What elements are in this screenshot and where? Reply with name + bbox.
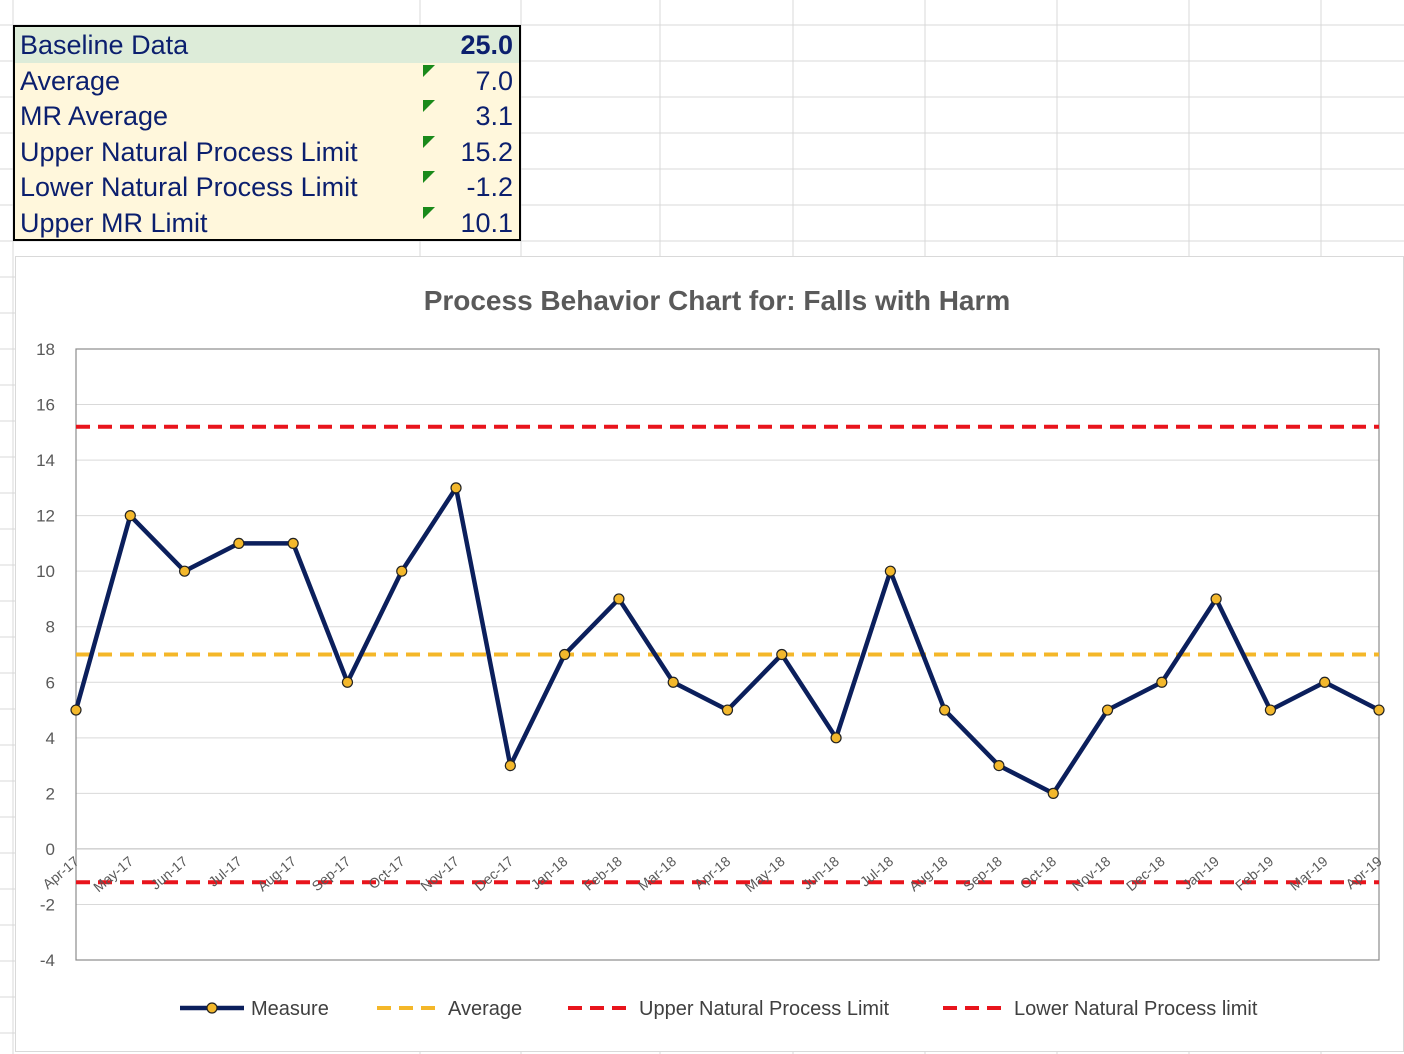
legend-label: Lower Natural Process limit [1014, 998, 1258, 1020]
measure-line [73, 485, 1381, 796]
y-tick-label: 16 [36, 396, 55, 415]
measure-point [504, 759, 516, 772]
measure-point [1319, 676, 1331, 688]
chart-area [15, 256, 1404, 1052]
summary-label: MR Average [20, 101, 169, 132]
measure-point [939, 704, 951, 716]
x-tick-label: Jan-18 [527, 853, 570, 893]
x-tick-label: Oct-17 [365, 853, 408, 892]
summary-label: Upper MR Limit [20, 208, 208, 238]
measure-point [1156, 676, 1168, 688]
summary-row: Baseline Data 25.0 [15, 27, 519, 63]
summary-label: Upper Natural Process Limit [20, 136, 358, 167]
x-tick-label: Mar-19 [1286, 853, 1330, 894]
measure-point [450, 482, 462, 494]
measure-point [993, 759, 1005, 772]
x-tick-label: Dec-17 [471, 853, 516, 894]
measure-point [341, 676, 354, 688]
legend-label: Measure [251, 998, 329, 1020]
y-tick-label: 14 [36, 451, 55, 470]
summary-row: MR Average 3.1 [15, 98, 519, 134]
summary-value: -1.2 [466, 172, 513, 203]
x-tick-label: Mar-18 [635, 853, 679, 894]
measure-point [721, 704, 734, 716]
legend-item: Measure [180, 998, 329, 1020]
measure-point [559, 648, 571, 661]
measure-point [287, 537, 299, 550]
x-tick-label: May-17 [90, 853, 136, 895]
y-tick-label: 0 [46, 840, 55, 859]
y-tick-label: 18 [36, 340, 55, 359]
summary-row: Upper MR Limit 10.1 [15, 205, 519, 241]
measure-point [776, 648, 788, 661]
legend-label: Average [448, 998, 522, 1020]
formula-indicator-icon [423, 135, 435, 148]
summary-table: Baseline Data 25.0 Average 7.0 MR Average 3.1… [13, 25, 521, 241]
x-tick-label: Feb-19 [1232, 853, 1276, 894]
y-tick-label: 4 [46, 729, 55, 748]
summary-row: Lower Natural Process Limit -1.2 [15, 169, 519, 205]
summary-value: 3.1 [475, 101, 513, 132]
summary-label: Lower Natural Process Limit [20, 172, 358, 203]
y-tick-label: -4 [40, 951, 55, 970]
x-tick-label: Jan-19 [1179, 853, 1222, 893]
x-tick-label: Aug-18 [906, 853, 951, 894]
legend-label: Upper Natural Process Limit [639, 998, 890, 1020]
measure-point [1373, 704, 1385, 716]
summary-row: Average 7.0 [15, 63, 519, 99]
summary-row: Upper Natural Process Limit 15.2 [15, 134, 519, 170]
measure-point [830, 732, 842, 744]
measure-point [178, 565, 191, 577]
measure-point [1047, 787, 1059, 799]
x-tick-label: Aug-17 [254, 853, 299, 894]
summary-value: 7.0 [475, 65, 513, 96]
measure-point [233, 537, 245, 550]
summary-value: 25.0 [460, 30, 513, 60]
formula-indicator-icon [423, 171, 435, 184]
x-tick-label: Feb-18 [581, 853, 625, 894]
x-tick-label: Sep-18 [960, 853, 1005, 894]
x-tick-label: Jun-18 [799, 853, 842, 893]
summary-label: Average [20, 65, 121, 96]
legend-item: Lower Natural Process limit [943, 998, 1258, 1020]
x-tick-label: Nov-17 [417, 853, 462, 894]
measure-point [1101, 704, 1114, 716]
y-tick-label: 10 [36, 562, 55, 581]
x-tick-label: May-18 [742, 853, 788, 895]
y-tick-label: 6 [46, 673, 55, 692]
formula-indicator-icon [423, 100, 435, 113]
measure-point [70, 704, 82, 716]
formula-indicator-icon [423, 207, 435, 219]
measure-point [884, 565, 896, 577]
measure-point [396, 565, 408, 577]
legend-item: Upper Natural Process Limit [568, 998, 890, 1020]
x-tick-label: Dec-18 [1123, 853, 1168, 894]
x-tick-label: Sep-17 [309, 853, 354, 894]
x-tick-label: Nov-18 [1069, 853, 1114, 894]
x-tick-label: Jun-17 [147, 853, 190, 893]
measure-point [1210, 593, 1222, 605]
measure-point [1264, 704, 1277, 716]
chart-title: Process Behavior Chart for: Falls with H… [424, 285, 1011, 316]
measure-point [124, 510, 136, 522]
summary-value: 10.1 [460, 208, 513, 238]
summary-value: 15.2 [460, 136, 513, 167]
measure-point [667, 676, 679, 688]
y-tick-label: 8 [46, 618, 55, 637]
legend-item: Average [377, 998, 522, 1020]
legend-marker [206, 1002, 218, 1014]
summary-label: Baseline Data [20, 30, 189, 60]
x-tick-label: Apr-18 [691, 853, 734, 892]
x-tick-label: Oct-18 [1017, 853, 1060, 892]
y-tick-label: 12 [36, 507, 55, 526]
measure-point [613, 593, 625, 605]
y-tick-label: -2 [40, 895, 55, 914]
y-tick-label: 2 [46, 784, 55, 803]
formula-indicator-icon [423, 64, 435, 77]
